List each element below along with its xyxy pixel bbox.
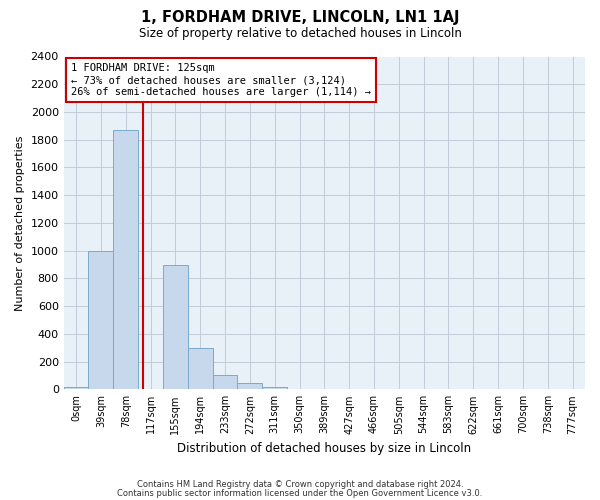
Bar	[64, 386, 88, 390]
Bar	[238, 383, 262, 390]
Bar	[163, 264, 188, 390]
Bar	[262, 386, 287, 390]
Text: Contains public sector information licensed under the Open Government Licence v3: Contains public sector information licen…	[118, 488, 482, 498]
Bar	[113, 130, 138, 390]
Y-axis label: Number of detached properties: Number of detached properties	[15, 135, 25, 310]
X-axis label: Distribution of detached houses by size in Lincoln: Distribution of detached houses by size …	[177, 442, 472, 455]
Text: Contains HM Land Registry data © Crown copyright and database right 2024.: Contains HM Land Registry data © Crown c…	[137, 480, 463, 489]
Text: 1 FORDHAM DRIVE: 125sqm
← 73% of detached houses are smaller (3,124)
26% of semi: 1 FORDHAM DRIVE: 125sqm ← 73% of detache…	[71, 64, 371, 96]
Text: Size of property relative to detached houses in Lincoln: Size of property relative to detached ho…	[139, 28, 461, 40]
Bar	[188, 348, 212, 390]
Bar	[212, 376, 238, 390]
Bar	[88, 250, 113, 390]
Text: 1, FORDHAM DRIVE, LINCOLN, LN1 1AJ: 1, FORDHAM DRIVE, LINCOLN, LN1 1AJ	[141, 10, 459, 25]
